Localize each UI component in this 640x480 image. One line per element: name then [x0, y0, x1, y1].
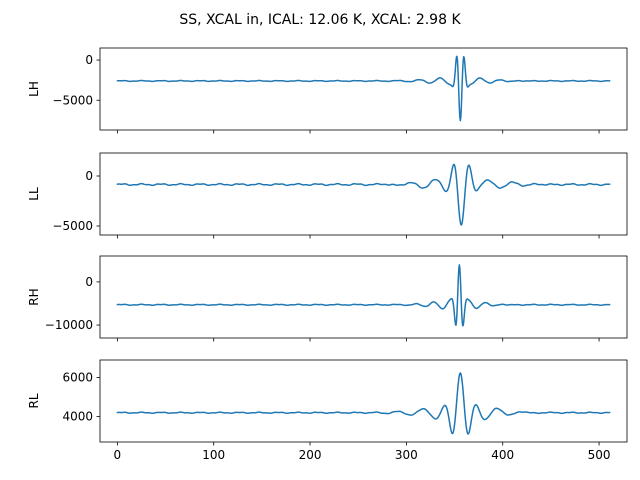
- y-tick-label: 0: [85, 275, 93, 289]
- axes-frame: [99, 47, 628, 131]
- series-line-lh: [116, 55, 611, 122]
- y-tick-label: −10000: [45, 318, 93, 332]
- x-tick-label: 400: [491, 448, 514, 462]
- series-line-rl: [116, 372, 611, 435]
- subplot-lh: 0 −5000 LH: [27, 47, 628, 134]
- subplot-rh: 0 −10000 RH: [27, 255, 628, 342]
- y-tick-label: 6000: [62, 371, 93, 385]
- y-axis-label: RH: [27, 288, 41, 305]
- y-axis-label: RL: [27, 393, 41, 408]
- subplot-ll: 0 −5000 LL: [27, 152, 628, 239]
- y-tick-label: −5000: [52, 219, 93, 233]
- axes-frame: [99, 359, 628, 443]
- y-tick-label: 0: [85, 169, 93, 183]
- y-tick-label: 0: [85, 53, 93, 67]
- figure-title: SS, XCAL in, ICAL: 12.06 K, XCAL: 2.98 K: [179, 12, 461, 28]
- y-axis-label: LH: [27, 81, 41, 97]
- y-tick-label: 4000: [62, 410, 93, 424]
- x-tick-label: 300: [395, 448, 418, 462]
- axes-frame: [99, 255, 628, 339]
- x-tick-label: 500: [588, 448, 611, 462]
- axes-frame: [99, 152, 628, 236]
- x-tick-label: 0: [114, 448, 122, 462]
- subplot-rl: 0 100 200 300 400 500 6000 4000 RL: [27, 359, 628, 462]
- series-line-ll: [116, 163, 611, 226]
- series-line-rh: [116, 264, 611, 327]
- subplots-group: 0 −5000 LH 0 −5000 LL 0 −10000 RH 0 100 200 300 400 50…: [27, 47, 628, 462]
- y-tick-label: −5000: [52, 93, 93, 107]
- y-axis-label: LL: [27, 187, 41, 201]
- x-tick-label: 200: [299, 448, 322, 462]
- x-tick-label: 100: [202, 448, 225, 462]
